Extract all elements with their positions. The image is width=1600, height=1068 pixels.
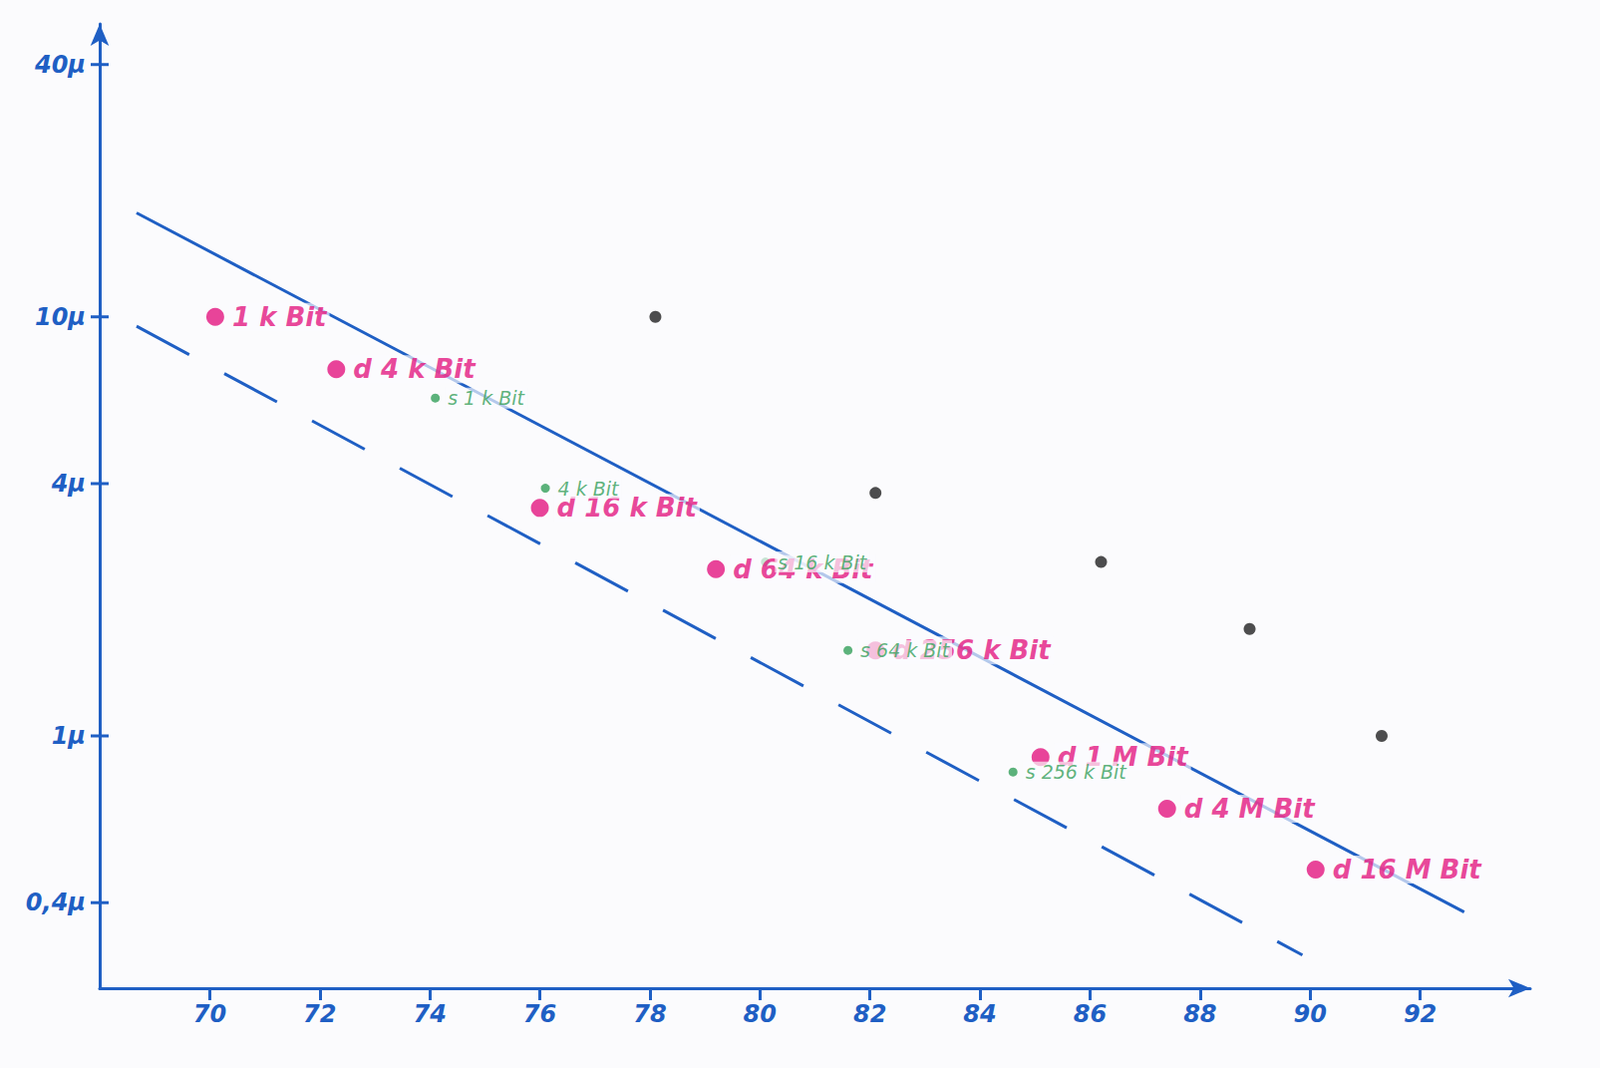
- svg-text:d 1 M Bit: d 1 M Bit: [1057, 741, 1188, 772]
- svg-text:d 4 M Bit: d 4 M Bit: [1184, 793, 1316, 824]
- svg-text:72: 72: [303, 999, 336, 1028]
- svg-text:1 k Bit: 1 k Bit: [232, 302, 328, 332]
- svg-text:10µ: 10µ: [34, 303, 86, 331]
- svg-text:4µ: 4µ: [50, 469, 86, 498]
- svg-text:76: 76: [523, 999, 557, 1028]
- svg-text:4 k Bit: 4 k Bit: [558, 477, 621, 500]
- svg-text:s 16 k Bit: s 16 k Bit: [777, 551, 869, 574]
- svg-text:d 4 k Bit: d 4 k Bit: [352, 353, 477, 384]
- svg-text:s 1 k Bit: s 1 k Bit: [447, 386, 526, 409]
- svg-text:40µ: 40µ: [33, 50, 86, 79]
- svg-text:s 256 k Bit: s 256 k Bit: [1025, 760, 1129, 783]
- svg-text:d 256 k Bit: d 256 k Bit: [892, 635, 1051, 666]
- svg-text:s 64 k Bit: s 64 k Bit: [860, 639, 952, 661]
- svg-text:70: 70: [193, 999, 227, 1028]
- svg-text:0,4µ: 0,4µ: [25, 888, 86, 917]
- svg-text:80: 80: [743, 999, 777, 1028]
- svg-text:78: 78: [633, 999, 666, 1028]
- svg-text:86: 86: [1073, 999, 1107, 1028]
- svg-text:82: 82: [853, 999, 887, 1028]
- svg-text:88: 88: [1183, 999, 1217, 1028]
- svg-text:d 16 M Bit: d 16 M Bit: [1332, 854, 1484, 885]
- svg-text:d 16 k Bit: d 16 k Bit: [556, 492, 697, 523]
- svg-text:92: 92: [1403, 999, 1437, 1028]
- svg-text:1µ: 1µ: [51, 721, 86, 750]
- svg-text:90: 90: [1293, 999, 1327, 1028]
- svg-text:74: 74: [412, 999, 446, 1028]
- svg-text:84: 84: [962, 999, 996, 1028]
